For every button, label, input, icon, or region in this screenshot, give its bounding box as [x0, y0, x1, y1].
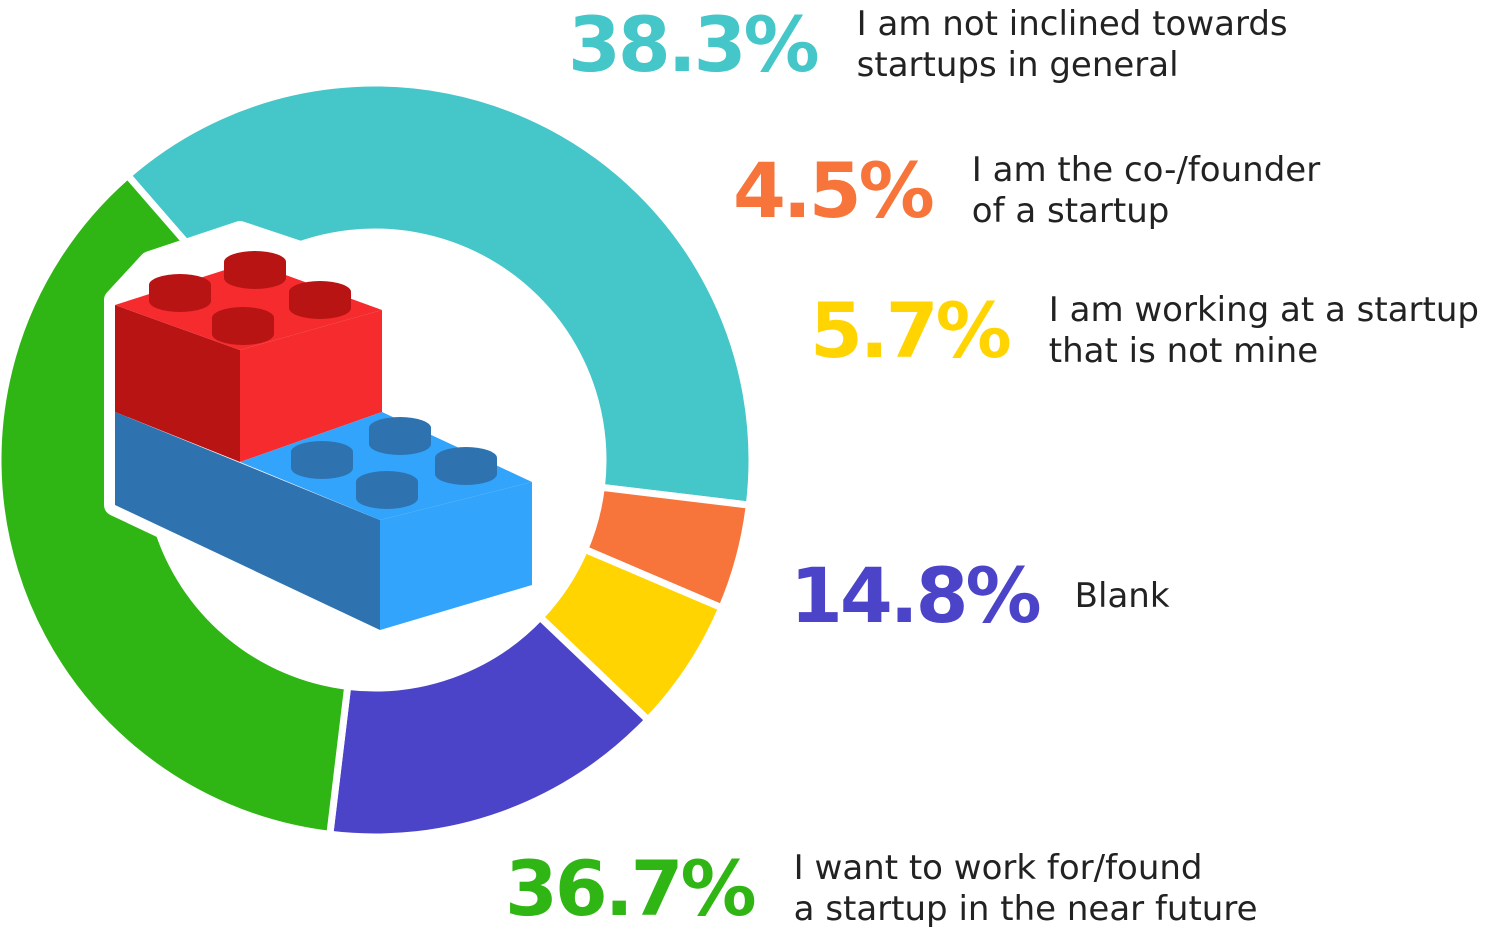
brick-stud-top [356, 471, 418, 493]
slice-value-label: 38.3% [568, 0, 820, 89]
brick-stud-top [369, 417, 431, 439]
brick-stud-top [435, 447, 497, 469]
donut-slices [0, 79, 756, 841]
toy-bricks-icon [104, 221, 541, 641]
slice-3 [326, 613, 652, 841]
brick-stud-top [212, 307, 274, 329]
legend-label-1: 4.5% I am the co-/founder of a startup [733, 150, 1320, 232]
slice-4 [0, 171, 352, 838]
legend-label-3: 14.8% Blank [790, 558, 1170, 634]
slice-category-label: I am the co-/founder of a startup [971, 150, 1321, 231]
legend-label-2: 5.7% I am working at a startup that is n… [810, 290, 1479, 372]
brick-stud-top [289, 281, 351, 303]
slice-value-label: 36.7% [505, 843, 757, 933]
legend-label-4: 36.7% I want to work for/found a startup… [505, 848, 1258, 930]
slice-0 [124, 79, 756, 509]
legend-label-0: 38.3% I am not inclined towards startups… [568, 4, 1288, 86]
brick-stud-top [291, 441, 353, 463]
brick-stud-top [149, 274, 211, 296]
slice-value-label: 5.7% [810, 285, 1012, 375]
slice-category-label: I am working at a startup that is not mi… [1048, 290, 1479, 371]
slice-category-label: I want to work for/found a startup in th… [793, 848, 1258, 929]
slice-category-label: Blank [1074, 575, 1170, 616]
brick-stud-top [224, 251, 286, 273]
slice-category-label: I am not inclined towards startups in ge… [856, 4, 1288, 85]
slice-value-label: 4.5% [733, 145, 935, 235]
slice-value-label: 14.8% [790, 551, 1042, 640]
